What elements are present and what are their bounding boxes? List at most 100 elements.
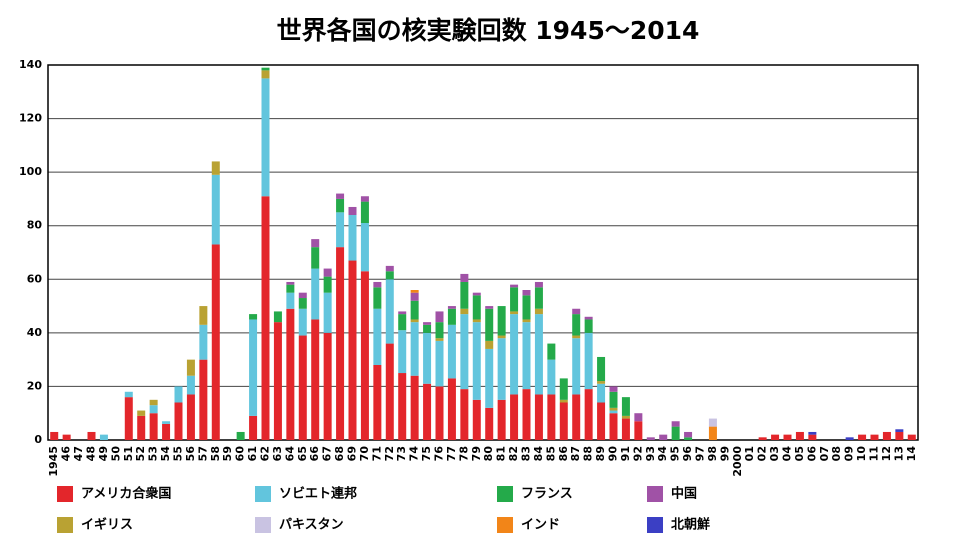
bar-segment: [621, 415, 630, 419]
bar-segment: [460, 281, 469, 309]
bar-segment: [510, 311, 519, 315]
x-tick-label: 97: [694, 446, 707, 461]
bar-segment: [584, 332, 593, 390]
bar-segment: [423, 324, 432, 333]
bar-segment: [124, 391, 133, 398]
bar-segment: [447, 308, 456, 325]
bar-segment: [547, 359, 556, 395]
bar-segment: [497, 338, 506, 400]
bar-segment: [895, 429, 904, 432]
x-tick-label: 80: [482, 446, 495, 462]
x-tick-label: 93: [644, 446, 657, 461]
bar-segment: [410, 375, 419, 440]
x-tick-label: 63: [271, 446, 284, 461]
bar-segment: [236, 431, 245, 440]
bar-segment: [547, 343, 556, 360]
bar-segment: [261, 78, 270, 197]
bar-segment: [336, 247, 345, 440]
bar-segment: [572, 394, 581, 440]
bar-segment: [261, 196, 270, 440]
bar-segment: [410, 300, 419, 320]
bar-segment: [609, 386, 618, 392]
bar-segment: [447, 324, 456, 379]
x-tick-label: 10: [855, 446, 868, 462]
bar-segment: [323, 268, 332, 277]
x-tick-label: 94: [656, 446, 669, 462]
bar-segment: [435, 322, 444, 339]
y-tick-label: 140: [19, 58, 42, 71]
bar-segment: [447, 306, 456, 309]
y-tick-label: 0: [34, 433, 42, 446]
x-tick-label: 54: [159, 446, 172, 462]
bar-segment: [634, 413, 643, 422]
x-tick-label: 53: [147, 446, 160, 461]
bar-segment: [323, 332, 332, 440]
bar-segment: [336, 212, 345, 248]
x-tick-label: 68: [333, 446, 346, 461]
x-tick-label: 66: [308, 446, 321, 462]
bar-segment: [609, 413, 618, 440]
bar-segment: [162, 421, 171, 424]
x-tick-label: 61: [246, 446, 259, 461]
bar-segment: [360, 223, 369, 272]
bar-segment: [559, 378, 568, 400]
legend-swatch: [57, 517, 73, 533]
bar-segment: [410, 322, 419, 376]
x-tick-label: 76: [433, 446, 446, 462]
y-tick-label: 20: [27, 379, 43, 392]
x-tick-label: 88: [582, 446, 595, 461]
x-tick-label: 70: [358, 446, 371, 462]
bar-segment: [398, 373, 407, 440]
x-tick-label: 58: [209, 446, 222, 461]
bar-segment: [398, 330, 407, 374]
legend-label: イギリス: [81, 517, 133, 533]
x-tick-label: 46: [60, 446, 73, 462]
bar-segment: [149, 399, 158, 406]
bar-segment: [261, 70, 270, 79]
x-tick-label: 95: [669, 446, 682, 461]
bar-segment: [510, 287, 519, 312]
x-tick-label: 73: [395, 446, 408, 461]
bar-segment: [472, 322, 481, 400]
x-tick-label: 04: [781, 446, 794, 462]
bar-segment: [584, 316, 593, 320]
bar-segment: [99, 434, 108, 440]
bar-segment: [870, 434, 879, 440]
bar-segment: [323, 292, 332, 333]
x-tick-label: 08: [830, 446, 843, 461]
bar-segment: [410, 319, 419, 323]
bar-segment: [572, 308, 581, 315]
bar-segment: [199, 306, 208, 325]
bar-segment: [460, 314, 469, 390]
bar-segment: [460, 389, 469, 440]
bar-segment: [522, 295, 531, 320]
bar-segment: [348, 215, 357, 261]
bar-segment: [211, 161, 220, 175]
bar-segment: [534, 314, 543, 395]
y-tick-label: 100: [19, 165, 42, 178]
bar-segment: [373, 281, 382, 288]
x-tick-label: 79: [470, 446, 483, 461]
bar-segment: [398, 311, 407, 315]
y-tick-label: 80: [27, 219, 43, 232]
bar-segment: [584, 389, 593, 440]
bar-segment: [186, 394, 195, 440]
bar-segment: [472, 295, 481, 320]
bar-segment: [572, 335, 581, 339]
bar-segment: [423, 322, 432, 325]
bar-segment: [684, 431, 693, 438]
x-tick-label: 50: [109, 446, 122, 462]
bar-segment: [273, 322, 282, 440]
x-tick-label: 47: [72, 446, 85, 461]
x-tick-label: 13: [892, 446, 905, 461]
x-tick-label: 90: [607, 446, 620, 462]
bar-segment: [708, 418, 717, 427]
x-tick-label: 56: [184, 446, 197, 462]
bar-segment: [485, 407, 494, 440]
x-tick-label: 62: [259, 446, 272, 461]
bar-segment: [534, 281, 543, 288]
bar-segment: [373, 365, 382, 440]
bar-segment: [522, 389, 531, 440]
bar-segment: [286, 281, 295, 285]
bar-segment: [286, 292, 295, 309]
